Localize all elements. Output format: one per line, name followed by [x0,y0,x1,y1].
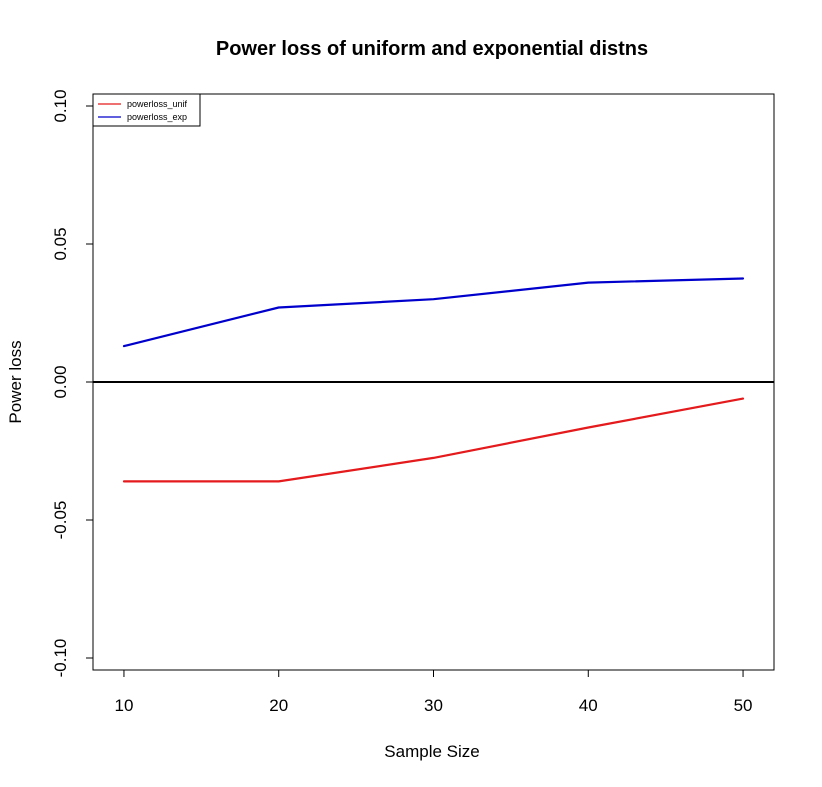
series-layer [122,277,745,483]
y-tick-label: 0.00 [51,365,70,398]
legend-box [92,93,201,127]
y-tick-label: 0.10 [51,89,70,122]
series-line-powerloss-unif [122,397,745,483]
y-tick-label: 0.05 [51,227,70,260]
legend-label-powerloss-exp: powerloss_exp [127,112,187,122]
chart-title: Power loss of uniform and exponential di… [216,38,648,60]
legend: powerloss_unif powerloss_exp [92,93,201,127]
legend-label-powerloss-unif: powerloss_unif [127,99,188,109]
x-axis: 10 20 30 40 50 [114,669,753,715]
x-tick-label: 50 [734,696,753,715]
y-axis: -0.10 -0.05 0.00 0.05 0.10 [51,89,94,678]
x-tick-label: 10 [114,696,133,715]
y-tick-label: -0.05 [51,501,70,540]
x-tick-label: 30 [424,696,443,715]
series-line-powerloss-exp [122,277,745,348]
x-tick-label: 20 [269,696,288,715]
y-tick-label: -0.10 [51,639,70,678]
y-axis-label: Power loss [6,340,25,423]
x-tick-label: 40 [579,696,598,715]
x-axis-label: Sample Size [384,742,479,761]
